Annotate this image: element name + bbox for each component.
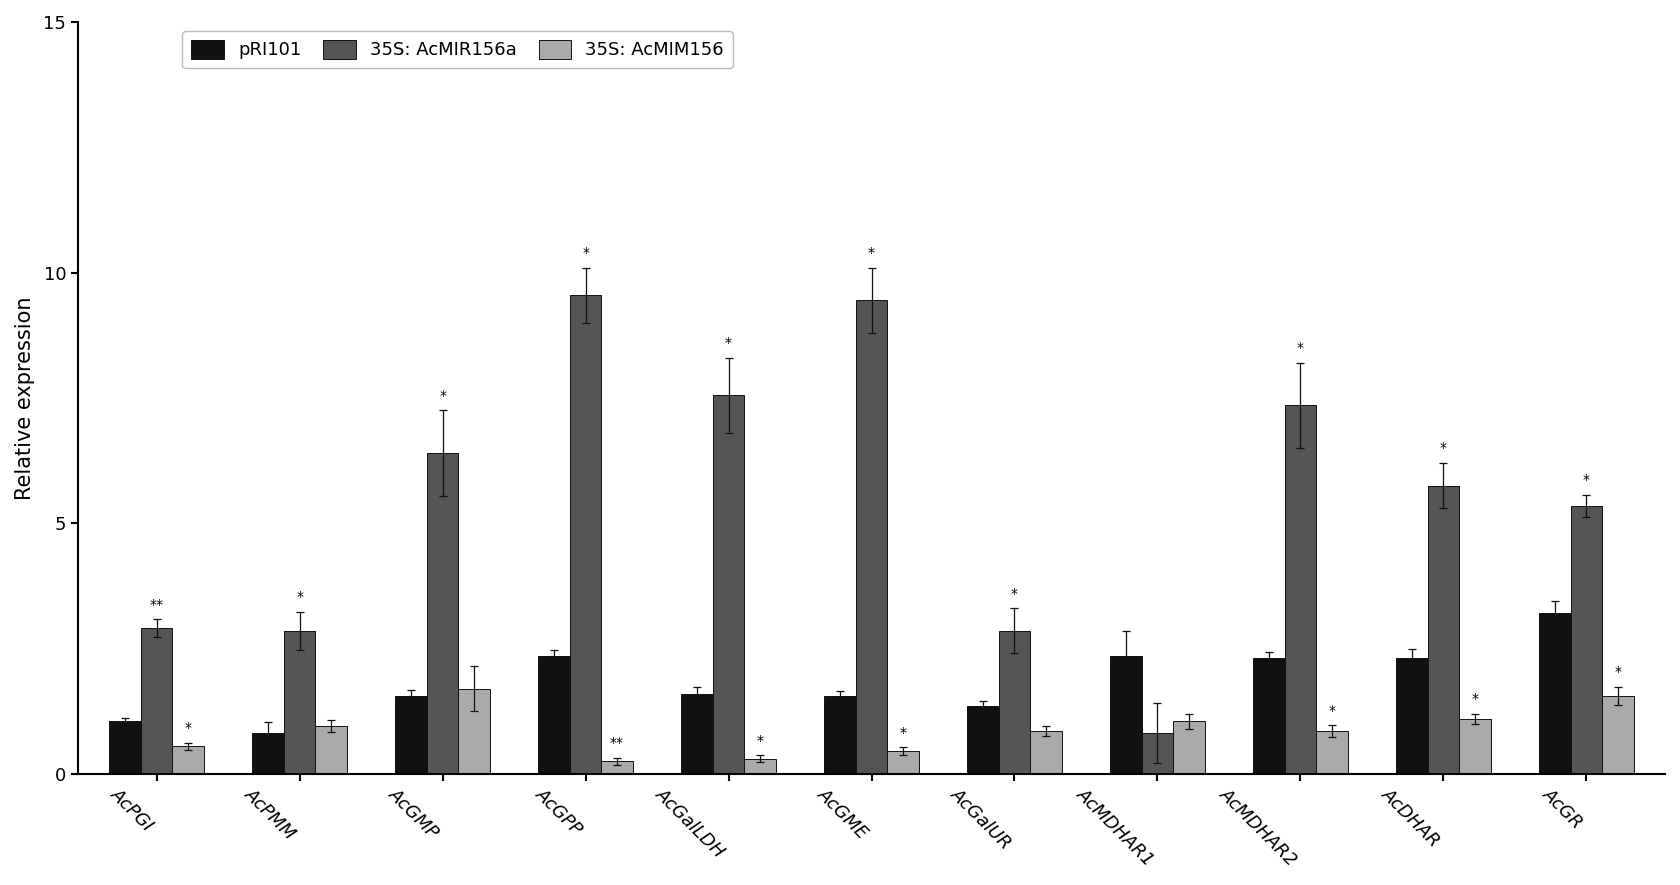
Text: *: * (438, 389, 447, 403)
Text: *: * (1440, 442, 1446, 456)
Bar (1110, 656, 1142, 773)
Bar (427, 453, 459, 773)
Text: *: * (1614, 666, 1621, 680)
Bar (1460, 719, 1490, 773)
Text: *: * (1583, 473, 1589, 487)
Bar (887, 751, 919, 773)
Bar (1396, 658, 1428, 773)
Text: *: * (1297, 342, 1304, 355)
Y-axis label: Relative expression: Relative expression (15, 296, 35, 500)
Text: **: ** (610, 736, 623, 750)
Bar (998, 631, 1030, 773)
Bar (968, 706, 998, 773)
Bar (1030, 731, 1062, 773)
Text: *: * (726, 336, 732, 350)
Bar (1315, 731, 1347, 773)
Text: *: * (869, 246, 875, 260)
Text: *: * (756, 734, 763, 748)
Bar (825, 696, 855, 773)
Text: *: * (1329, 704, 1336, 718)
Bar (1253, 658, 1285, 773)
Bar (570, 295, 601, 773)
Bar (682, 694, 712, 773)
Bar (712, 396, 744, 773)
Bar (1571, 505, 1603, 773)
Bar (1428, 486, 1460, 773)
Bar (395, 696, 427, 773)
Text: *: * (899, 726, 907, 740)
Text: *: * (185, 721, 192, 735)
Bar (1142, 733, 1173, 773)
Bar (109, 721, 141, 773)
Bar (252, 733, 284, 773)
Bar (284, 631, 316, 773)
Bar (1173, 721, 1205, 773)
Bar (538, 656, 570, 773)
Bar (1285, 405, 1315, 773)
Bar (459, 689, 491, 773)
Text: *: * (581, 246, 590, 260)
Legend: pRI101, 35S: AcMIR156a, 35S: AcMIM156: pRI101, 35S: AcMIR156a, 35S: AcMIM156 (181, 31, 732, 68)
Text: *: * (1472, 692, 1478, 706)
Bar (601, 761, 633, 773)
Bar (855, 300, 887, 773)
Bar (316, 726, 346, 773)
Bar (1603, 696, 1633, 773)
Bar (141, 628, 173, 773)
Bar (173, 746, 203, 773)
Text: *: * (296, 590, 302, 604)
Bar (1539, 613, 1571, 773)
Text: **: ** (150, 598, 163, 612)
Text: *: * (1011, 587, 1018, 601)
Bar (744, 758, 776, 773)
